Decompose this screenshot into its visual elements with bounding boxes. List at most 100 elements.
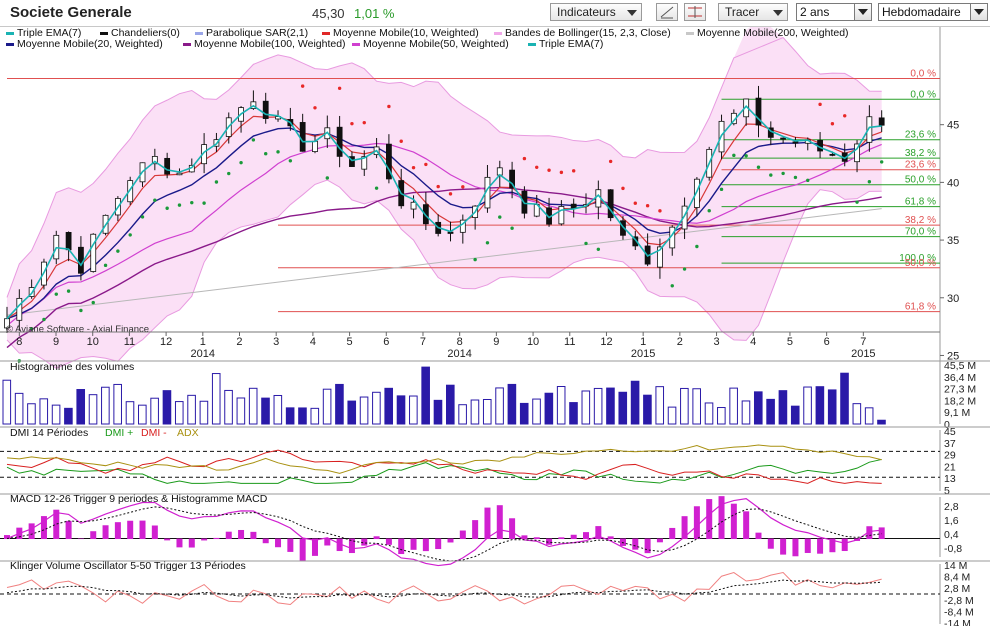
x-tick-label: 5 [347,336,353,348]
volume-bar [421,366,430,425]
x-tick-label: 6 [824,336,830,348]
chevron-down-icon[interactable] [970,4,987,20]
macd-line [6,497,882,567]
dmi-tick-label: 29 [944,450,956,462]
legend-entry: Bandes de Bollinger(15, 2,3, Close) [505,27,671,39]
x-year-label: 2015 [851,348,875,360]
candle-body [349,156,355,167]
fibonacci-label: 100,0 % [899,253,936,264]
sar-dot [448,192,453,196]
macd-histogram-bar [632,538,639,550]
ma50-line [6,142,882,327]
macd-histogram-bar [361,538,368,546]
sar-dot [411,165,416,170]
macd-histogram-bar [595,526,602,540]
sar-dot [288,159,293,163]
dmi-tick-label: 45 [944,426,956,438]
macd-panel[interactable]: MACD 12-26 Trigger 9 periodes & Histogra… [0,493,990,567]
sar-dot [732,153,736,158]
candle-body [780,137,787,140]
macd-histogram-bar [238,529,245,540]
volume-bar [446,384,455,425]
chevron-down-icon[interactable] [854,4,871,20]
dmi-tick-label: 13 [944,473,956,485]
last-price: 45,30 [312,6,345,21]
sar-dot [535,165,539,169]
price-change: 1,01 % [354,6,395,21]
volume-bar [335,383,344,425]
candle-body [78,246,84,274]
draw-button[interactable]: Tracer [718,3,788,21]
volume-bar [593,387,603,425]
volume-bar [64,407,73,425]
volume-tick-label: 27,3 M [944,384,976,396]
interval-select[interactable]: Hebdomadaire [878,3,988,21]
volume-bar [273,394,283,425]
sar-dot [682,267,687,271]
sar-dot [596,247,601,251]
volume-bar [495,387,504,425]
klinger-panel[interactable]: Klinger Volume Oscillator 5-50 Trigger 1… [0,560,990,626]
horizontal-line-tool-button[interactable] [684,3,706,21]
sar-dot [855,200,859,204]
candle-body [829,153,836,156]
sar-dot [276,150,280,154]
sar-dot [584,241,588,246]
volume-bar [815,386,825,425]
volume-panel[interactable]: Histogramme des volumes 45,5 M36,4 M27,3 … [0,360,990,431]
volume-bar [101,386,110,425]
candle-body [632,236,639,247]
x-tick-label: 12 [160,336,172,348]
sar-dot [91,300,95,305]
chart-area[interactable]: 0,0 %0,0 %23,6 %38,2 %23,6 %50,0 %61,8 %… [0,27,990,626]
macd-histogram-bar [225,531,232,540]
x-tick-label: 10 [527,336,539,348]
sar-dot [79,308,83,313]
candle-body [410,201,417,210]
candle-body [755,97,762,126]
x-tick-label: 7 [860,336,866,348]
volume-bar [470,399,480,425]
volume-bar [840,372,849,425]
x-tick-label: 3 [273,336,279,348]
sar-dot [42,317,46,322]
price-panel[interactable]: 0,0 %0,0 %23,6 %38,2 %23,6 %50,0 %61,8 %… [0,27,990,372]
klinger-tick-label: 2,8 M [944,583,970,595]
indicators-label: Indicateurs [557,5,616,19]
indicators-button[interactable]: Indicateurs [550,3,642,21]
macd-histogram-bar [422,538,429,552]
dmi-plus-line [6,458,882,484]
legend-swatch [195,32,203,35]
legend-swatch [528,43,536,46]
macd-histogram-bar [509,518,516,540]
sar-dot [325,176,330,180]
macd-histogram-bar [644,538,651,554]
sar-dot [670,284,674,288]
volume-tick-label: 0 [944,419,950,431]
legend-swatch [322,32,330,35]
macd-histogram-bar [65,520,72,540]
sar-dot [399,139,403,143]
fibonacci-label: 0,0 % [910,89,936,100]
sar-dot [251,138,256,142]
volume-bar [717,407,726,425]
bollinger-band-fill [7,27,882,369]
macd-histogram-bar [829,538,836,553]
triple-ema-line [6,104,882,320]
macd-title: MACD 12-26 Trigger 9 periodes & Histogra… [10,493,268,505]
macd-histogram-bar [201,538,208,541]
fibonacci-label: 61,8 % [905,302,936,313]
line-tool-button[interactable] [656,3,678,21]
period-select[interactable]: 2 ans [796,3,872,21]
volume-bar [790,405,800,425]
price-tick-label: 40 [947,177,959,189]
macd-histogram-bar [4,535,10,540]
volume-bar [285,407,295,425]
volume-bar [618,391,628,425]
sar-dot [571,169,576,173]
dmi-legend-entry: ADX [177,427,199,439]
dmi-tick-label: 5 [944,485,950,497]
macd-histogram-bar [817,538,824,554]
macd-histogram-bar [804,538,811,553]
